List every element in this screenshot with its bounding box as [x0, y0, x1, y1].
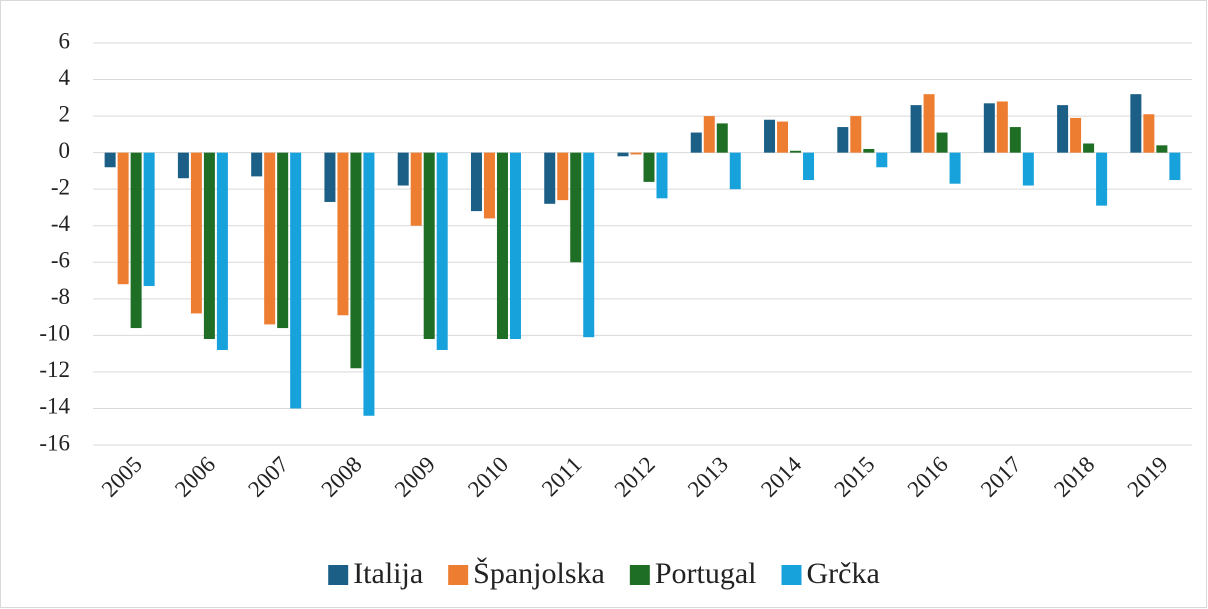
- bar: [1057, 105, 1069, 153]
- bar: [764, 119, 776, 153]
- bar: [544, 152, 556, 204]
- bar: [790, 150, 802, 153]
- bar: [324, 152, 336, 202]
- bar: [509, 152, 521, 340]
- legend-swatch: [328, 565, 349, 585]
- bar: [983, 103, 995, 153]
- bar: [570, 152, 582, 263]
- y-tick-label: 0: [59, 138, 71, 163]
- legend-label: Španjolska: [473, 557, 605, 590]
- bar: [1169, 152, 1181, 181]
- bar: [583, 152, 595, 338]
- bar: [1070, 117, 1082, 153]
- bar: [996, 101, 1008, 153]
- bar: [363, 152, 375, 416]
- bar: [1009, 127, 1021, 153]
- y-tick-label: -10: [39, 321, 70, 346]
- bar: [1096, 152, 1108, 206]
- bar: [143, 152, 155, 287]
- bar: [397, 152, 409, 186]
- bar: [557, 152, 569, 201]
- bar: [290, 152, 302, 409]
- bar: [910, 105, 922, 153]
- bar: [803, 152, 815, 181]
- bar: [251, 152, 263, 177]
- bar: [1083, 143, 1095, 153]
- y-tick-label: -6: [51, 248, 70, 273]
- bar: [337, 152, 349, 316]
- bar: [496, 152, 508, 340]
- bar: [863, 148, 875, 153]
- bar: [483, 152, 495, 219]
- y-tick-label: -16: [39, 430, 70, 455]
- bar: [949, 152, 961, 184]
- bar: [436, 152, 448, 350]
- bar: [177, 152, 189, 179]
- bar: [130, 152, 142, 329]
- y-tick-label: 4: [59, 65, 71, 90]
- bar: [423, 152, 435, 340]
- bar: [203, 152, 215, 340]
- y-tick-label: -12: [39, 357, 70, 382]
- bar: [703, 116, 715, 153]
- y-tick-label: -14: [39, 394, 70, 419]
- bar: [117, 152, 129, 285]
- bar: [690, 132, 702, 153]
- legend-swatch: [448, 565, 469, 585]
- legend-swatch: [629, 565, 650, 585]
- legend-swatch: [781, 565, 802, 585]
- bar: [104, 152, 116, 168]
- bar: [264, 152, 276, 325]
- bar: [936, 132, 948, 153]
- y-tick-label: 6: [59, 28, 71, 53]
- bar: [1130, 94, 1142, 153]
- y-tick-label: -2: [51, 174, 70, 199]
- bar: [850, 116, 862, 153]
- bar: [876, 152, 888, 168]
- bar: [923, 94, 935, 153]
- bar: [729, 152, 741, 190]
- legend-label: Grčka: [807, 557, 880, 590]
- bar: [656, 152, 668, 199]
- bar: [410, 152, 422, 226]
- y-tick-label: -4: [51, 211, 71, 236]
- bar: [190, 152, 202, 314]
- legend-label: Italija: [353, 557, 423, 590]
- bar: [630, 152, 642, 155]
- y-tick-label: 2: [59, 101, 71, 126]
- bar: [716, 123, 728, 153]
- bar: [777, 121, 789, 153]
- bar: [1156, 145, 1168, 153]
- bar: [617, 152, 629, 157]
- bar: [277, 152, 289, 329]
- bar: [1143, 114, 1155, 153]
- bar: [1022, 152, 1034, 186]
- bar: [216, 152, 228, 350]
- y-tick-label: -8: [51, 284, 70, 309]
- legend-label: Portugal: [655, 557, 757, 590]
- bar: [837, 127, 849, 153]
- bar: [643, 152, 655, 182]
- bar: [470, 152, 482, 212]
- bar: [350, 152, 362, 369]
